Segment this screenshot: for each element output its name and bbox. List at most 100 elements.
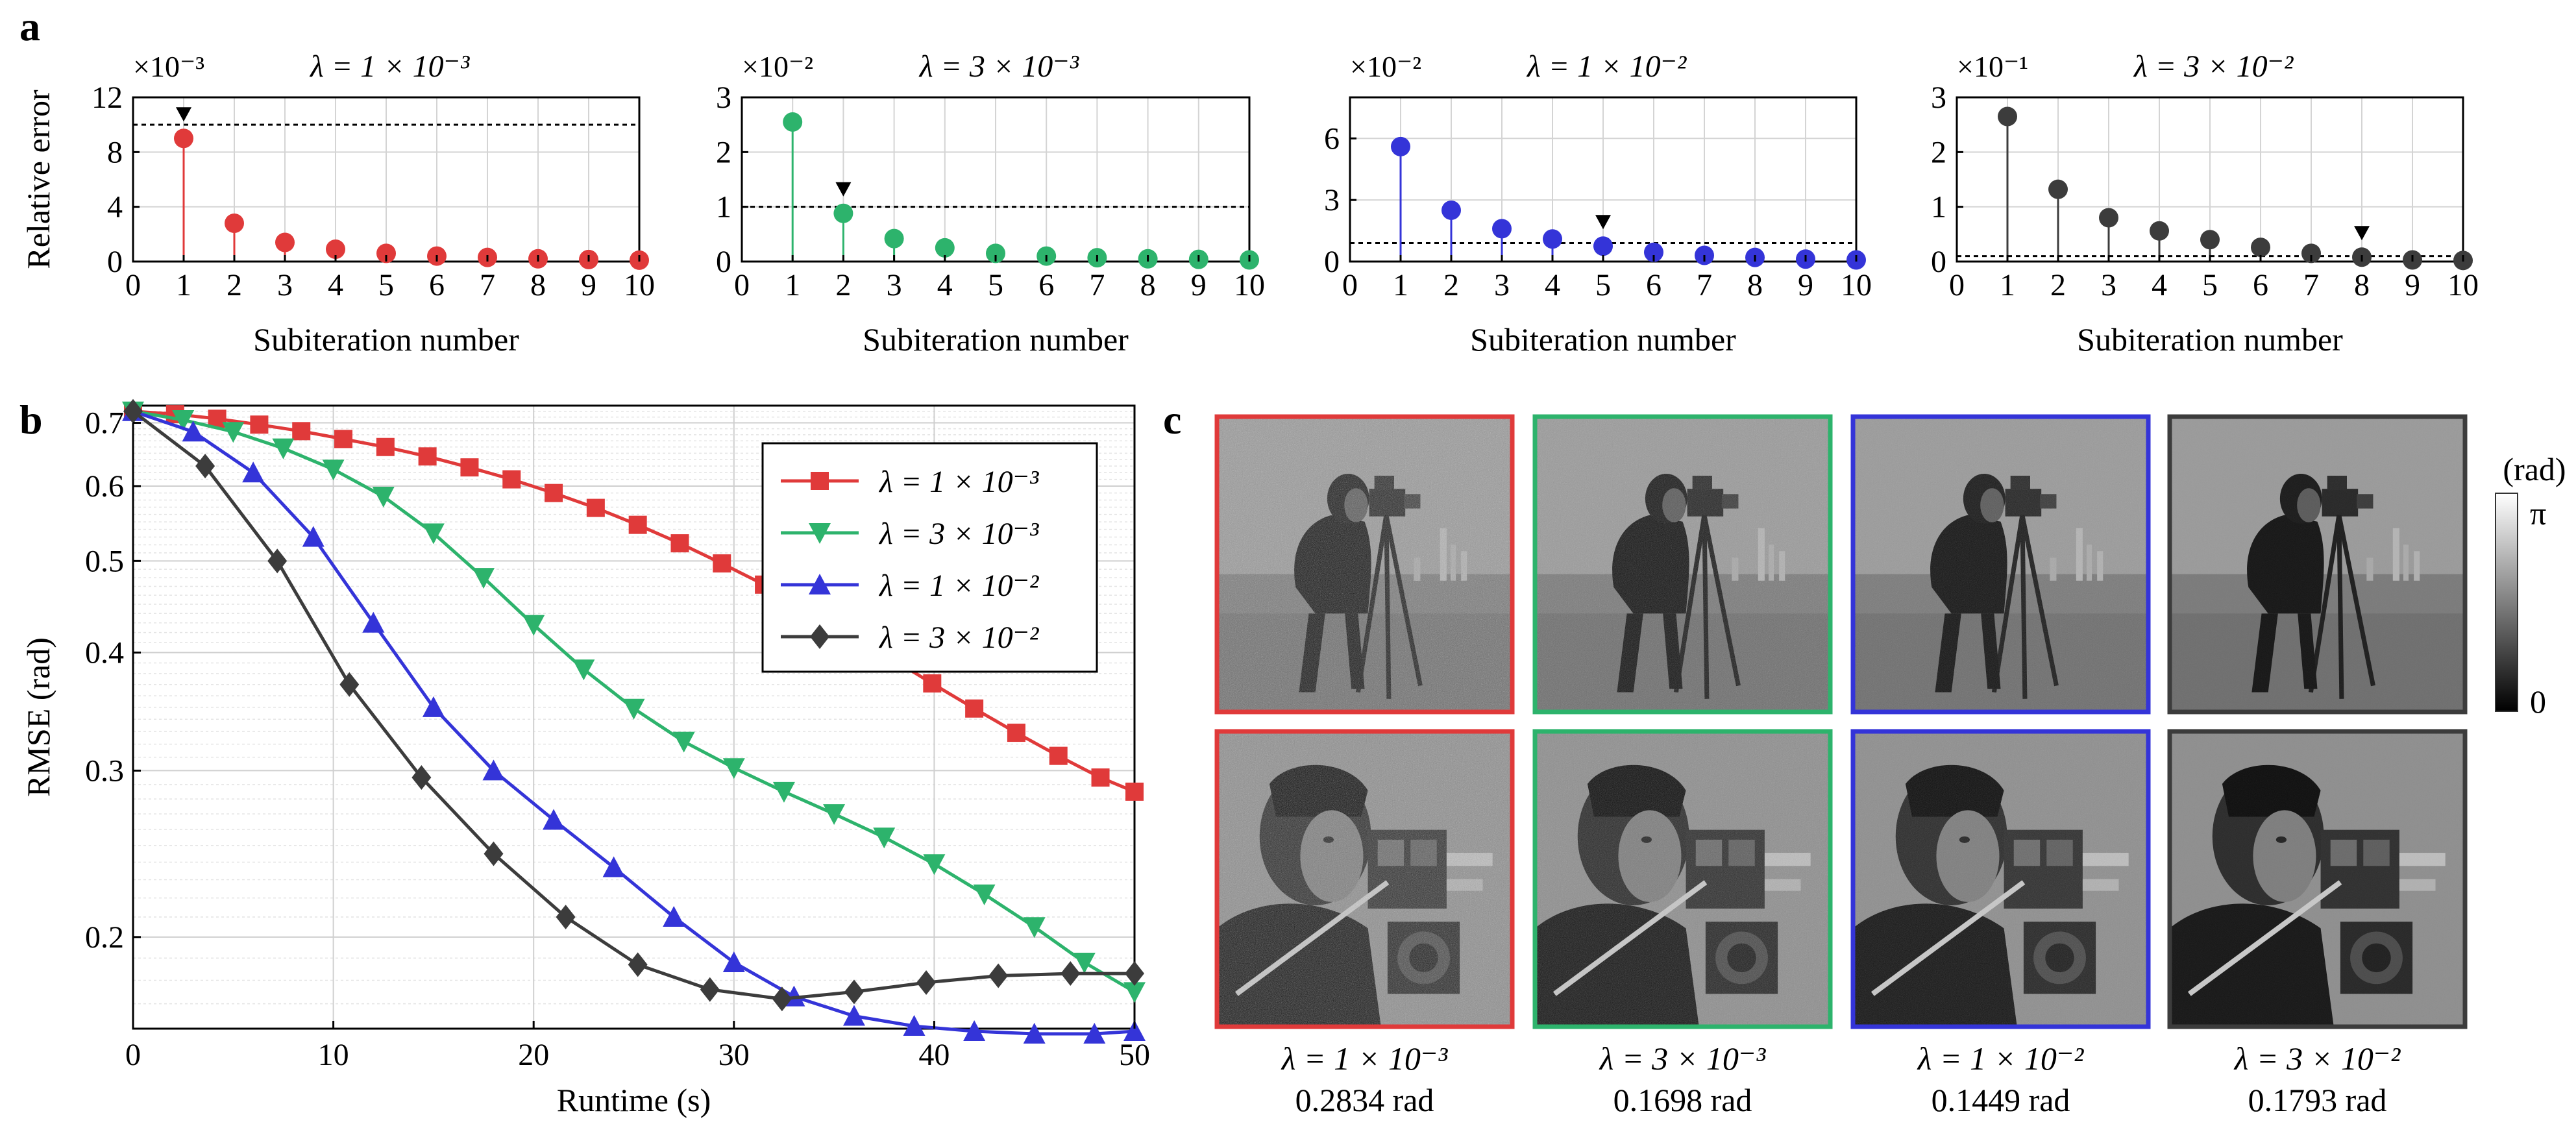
tick-label-x: 1: [176, 268, 191, 302]
stem-marker: [884, 228, 904, 249]
stem-marker: [2301, 243, 2321, 263]
series-marker-square: [334, 430, 353, 448]
image-frame: [1214, 729, 1515, 1029]
stem-marker: [783, 112, 803, 132]
series-marker-triangle-down: [272, 438, 295, 459]
tick-label-y: 0: [716, 245, 731, 279]
panel-label-b: b: [19, 397, 43, 443]
series-marker-square: [1049, 746, 1068, 765]
tick-label-x: 5: [988, 268, 1003, 302]
noise-overlay: [1535, 731, 1830, 1027]
series-marker-triangle-up: [1023, 1022, 1046, 1044]
stem-marker: [1492, 219, 1512, 239]
reconstruction-zoom: [1214, 729, 1515, 1029]
column-rmse-value: 0.1793 rad: [2248, 1082, 2387, 1118]
series-marker-diamond: [556, 905, 576, 930]
series-marker-diamond: [988, 963, 1009, 988]
tick-label-x: 30: [718, 1038, 750, 1072]
noise-overlay: [2170, 417, 2465, 712]
colorbar-gradient: [2495, 493, 2518, 712]
tick-label-x: 0: [1949, 268, 1965, 302]
stem-chart-2: 0 1 2 3 4 5 6 7 8 9 10 0 1 2 3 ×10⁻² λ = 3 × 10⁻³ Subiter…: [716, 49, 1265, 358]
column-label: λ = 1 × 10⁻³: [1281, 1040, 1449, 1077]
tick-label-x: 8: [1140, 268, 1156, 302]
tick-label-x: 1: [2000, 268, 2015, 302]
image-column-4: λ = 3 × 10⁻² 0.1793 rad: [2167, 414, 2468, 1118]
series-marker-diamond: [700, 977, 720, 1002]
tick-label-x: 1: [785, 268, 800, 302]
tick-label-x: 4: [2152, 268, 2167, 302]
stem-marker: [2150, 221, 2169, 241]
stem-chart-title: λ = 1 × 10⁻²: [1526, 49, 1687, 84]
series-marker-triangle-down: [923, 854, 946, 875]
tick-label-y: 0.2: [85, 920, 124, 955]
series-marker-square: [250, 415, 269, 434]
tick-label-y: 1: [1931, 190, 1946, 225]
column-rmse-value: 0.1698 rad: [1613, 1082, 1752, 1118]
stem-chart-title: λ = 1 × 10⁻³: [309, 49, 470, 84]
series-marker-square: [1091, 768, 1110, 787]
tick-label-x: 0: [1342, 268, 1358, 302]
reconstruction-zoom: [1532, 729, 1833, 1029]
tick-label-y: 0.5: [85, 544, 124, 578]
noise-overlay: [1217, 417, 1512, 712]
panel-label-a: a: [19, 3, 40, 49]
tick-label-x: 10: [2447, 268, 2479, 302]
tick-label-x: 4: [328, 268, 343, 302]
noise-overlay: [2170, 731, 2465, 1027]
tick-label-x: 5: [1595, 268, 1611, 302]
series-marker-square: [376, 437, 395, 456]
tick-label-x: 50: [1119, 1038, 1150, 1072]
tick-label-x: 1: [1393, 268, 1408, 302]
reconstruction-zoom: [1850, 729, 2151, 1029]
tick-label-x: 8: [530, 268, 546, 302]
series-marker-square: [460, 458, 479, 477]
tick-label-y: 8: [107, 135, 123, 169]
tick-label-x: 0: [734, 268, 750, 302]
stem-marker: [2099, 208, 2118, 228]
tick-label-x: 3: [887, 268, 902, 302]
series-marker-triangle-down: [1023, 917, 1046, 938]
tick-label-x: 20: [518, 1038, 549, 1072]
reconstruction-full: [1214, 414, 1515, 715]
colorbar-max-label: π: [2530, 495, 2546, 532]
series-marker-diamond: [267, 548, 288, 574]
selected-iteration-marker: [1595, 215, 1611, 230]
series-marker-triangle-up: [1083, 1022, 1106, 1044]
tick-label-x: 7: [2303, 268, 2319, 302]
stem-chart-3: 0 1 2 3 4 5 6 7 8 9 10 0 3 6 ×10⁻² λ = 1 × 10⁻² Subitera…: [1324, 49, 1872, 358]
series-marker-triangle-up: [422, 696, 445, 717]
series-marker-square: [586, 498, 605, 517]
tick-label-x: 0: [125, 1038, 141, 1072]
series-marker-triangle-down: [1123, 982, 1146, 1003]
tick-label-y: 0.4: [85, 635, 124, 670]
series-marker-triangle-up: [302, 526, 325, 547]
legend-label: λ = 3 × 10⁻³: [878, 517, 1039, 551]
stem-chart-4: 0 1 2 3 4 5 6 7 8 9 10 0 1 2 3 ×10⁻¹ λ = 3 × 10⁻² Subiter…: [1931, 49, 2479, 358]
series-marker-triangle-up: [663, 906, 685, 927]
column-label: λ = 3 × 10⁻³: [1599, 1040, 1767, 1077]
stem-marker: [1593, 236, 1613, 256]
series-marker-square: [965, 699, 984, 718]
tick-label-x: 9: [2405, 268, 2420, 302]
series-marker-diamond: [195, 454, 215, 479]
tick-label-y: 3: [1324, 183, 1340, 217]
series-marker-triangle-up: [963, 1020, 986, 1041]
series-marker-diamond: [772, 986, 792, 1012]
noise-overlay: [1853, 417, 2148, 712]
tick-label-x: 10: [1841, 268, 1872, 302]
stem-marker: [2200, 230, 2220, 250]
panel-c-reconstructions: λ = 1 × 10⁻³ 0.2834 rad λ = 3 × 10⁻³ 0.1698…: [1214, 414, 2468, 1118]
legend-label: λ = 1 × 10⁻³: [878, 465, 1039, 499]
stem-marker: [1998, 106, 2017, 127]
noise-overlay: [1535, 417, 1830, 712]
series-marker-diamond: [844, 979, 864, 1005]
colorbar-min-label: 0: [2530, 683, 2546, 720]
stem-marker: [1441, 200, 1461, 220]
series-marker-triangle-up: [362, 611, 385, 633]
tick-label-x: 3: [277, 268, 293, 302]
tick-label-x: 4: [937, 268, 953, 302]
y-multiplier: ×10⁻²: [742, 50, 813, 83]
series-marker-triangle-up: [903, 1015, 926, 1036]
